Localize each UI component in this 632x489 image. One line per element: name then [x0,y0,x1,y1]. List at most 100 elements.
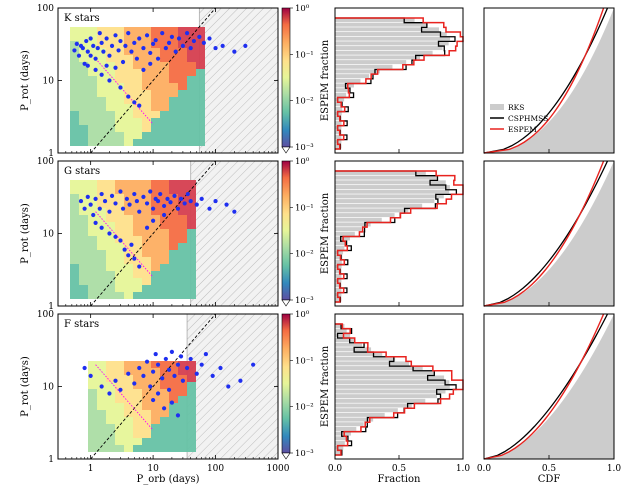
heatmap-cell [79,292,88,299]
heatmap-cell [106,417,115,424]
heatmap-cell [70,55,79,62]
heatmap-cell [178,375,187,382]
heatmap-cell [187,285,196,292]
heatmap-cell [106,445,115,452]
heatmap-cell [187,48,196,55]
heatmap-cell [133,292,142,299]
cdf-line-csphmss [483,160,609,307]
heatmap-cell [115,132,124,139]
heatmap-cell [124,118,133,125]
colorbar-tick-label: 10⁻¹ [295,203,314,213]
data-point [82,206,87,211]
heatmap-cell [79,278,88,285]
heatmap-cell [151,271,160,278]
heatmap-cell [124,187,133,194]
heatmap-cell [178,34,187,41]
colorbar-tick-label: 10⁻³ [295,143,314,153]
data-point [91,212,96,218]
heatmap-cell [169,132,178,139]
hist-bar-rks [335,83,354,88]
heatmap-cell [106,236,115,243]
hist-bar-rks [335,217,382,222]
heatmap-cell [124,104,133,111]
colorbar-tick-label: 10⁻³ [295,296,314,306]
heatmap-cell [115,229,124,236]
heatmap-cell [160,285,169,292]
heatmap-cell [151,34,160,41]
colorbar-tick-label: 10⁻¹ [295,356,314,366]
heatmap-cell [151,389,160,396]
heatmap-cell [160,264,169,271]
hist-bar-rks [335,380,450,385]
heatmap-cell [97,389,106,396]
heatmap-cell [97,201,106,208]
heatmap-cell [151,368,160,375]
data-point [160,376,165,381]
heatmap-cell [124,285,133,292]
legend-label: ESPEM [508,125,537,134]
heatmap-cell [169,375,178,382]
hist-bar-rks [335,199,435,204]
heatmap-cell [160,243,169,250]
heatmap-cell [169,438,178,445]
data-point [213,198,218,204]
data-point [129,49,134,54]
data-point [88,202,93,207]
heatmap-cell [196,27,205,34]
heatmap-cell [187,34,196,41]
heatmap-cell [187,62,196,69]
data-point [88,36,93,41]
heatmap-cell [97,83,106,90]
data-point [118,238,123,243]
heatmap-cell [142,396,151,403]
heatmap-cell [88,445,97,452]
heatmap-cell [124,76,133,83]
heatmap-cell [88,243,97,250]
heatmap-cell [160,278,169,285]
heatmap-cell [106,431,115,438]
heatmap-cell [160,41,169,48]
heatmap-cell [142,424,151,431]
hist-bar-rks [335,41,449,46]
heatmap-cell [151,201,160,208]
heatmap-cell [106,194,115,201]
heatmap-cell [142,264,151,271]
heatmap-cell [142,97,151,104]
heatmap-cell [106,132,115,139]
data-point [107,53,112,58]
heatmap-cell [187,382,196,389]
heatmap-cell [88,27,97,34]
heatmap-cell [88,104,97,111]
heatmap-cell [115,27,124,34]
heatmap-cell [133,368,142,375]
data-point [95,45,100,51]
heatmap-cell [133,48,142,55]
data-point [151,41,156,46]
heatmap-cell [160,368,169,375]
heatmap-cell [178,410,187,417]
heatmap-cell [160,76,169,83]
heatmap-cell [124,222,133,229]
heatmap-cell [88,180,97,187]
heatmap-cell [106,424,115,431]
heatmap-cell [142,62,151,69]
heatmap-cell [151,222,160,229]
heatmap-cell [70,34,79,41]
heatmap-cell [88,229,97,236]
heatmap-cell [79,236,88,243]
heatmap-cell [106,361,115,368]
hist-bar-rks [335,398,426,403]
heatmap-cell [97,431,106,438]
data-point [88,53,93,58]
cdf-fill-rks [484,161,614,306]
data-point [158,191,163,197]
heatmap-cell [151,83,160,90]
heatmap-cell [187,208,196,215]
heatmap-cell [106,285,115,292]
heatmap-cell [115,125,124,132]
heatmap-cell [106,243,115,250]
heatmap-cell [178,368,187,375]
heatmap-cell [124,55,133,62]
heatmap-cell [142,104,151,111]
hist-bar-rks [335,338,356,343]
